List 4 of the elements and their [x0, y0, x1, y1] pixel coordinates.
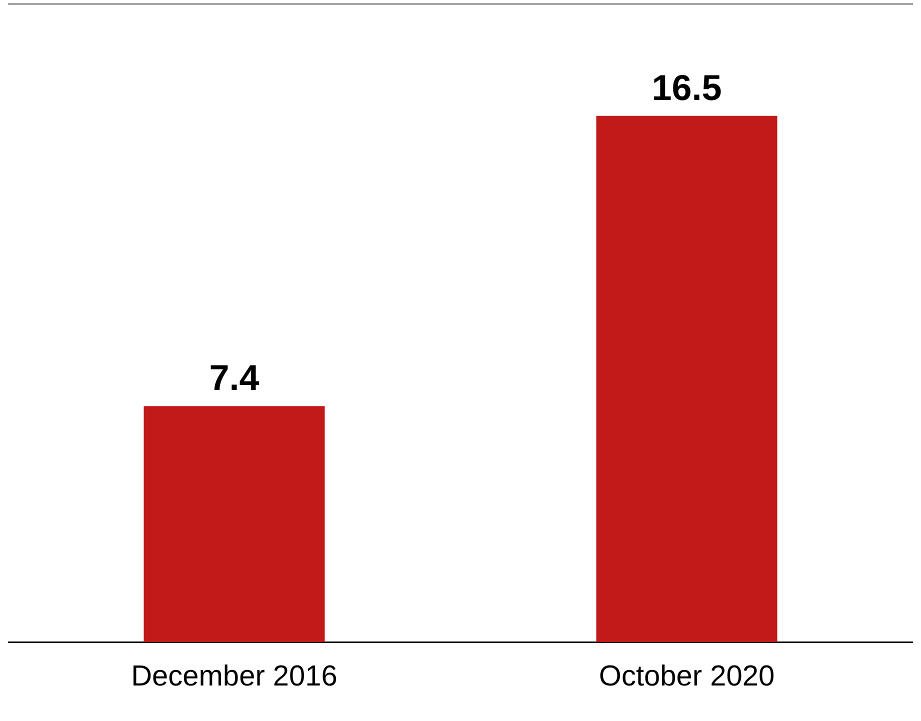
x-tick-label: December 2016 [131, 660, 338, 693]
data-label: 7.4 [209, 357, 260, 398]
data-label: 16.5 [652, 66, 722, 108]
x-tick-label: October 2020 [598, 660, 775, 693]
